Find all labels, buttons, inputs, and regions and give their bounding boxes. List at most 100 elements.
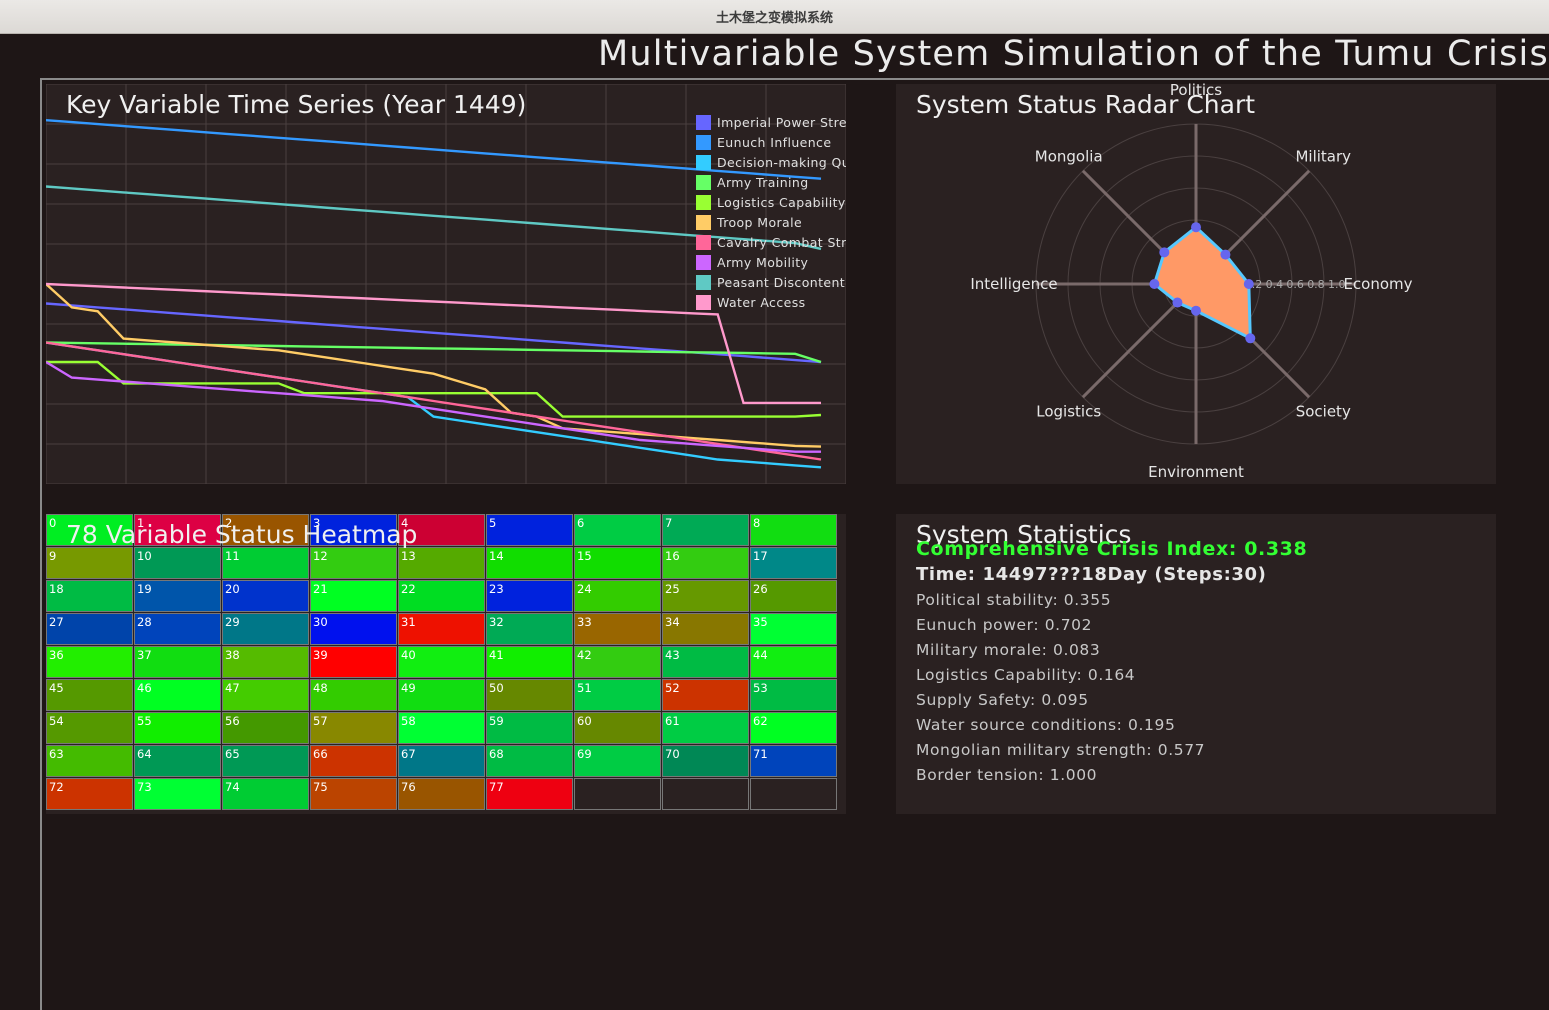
heatmap-cell-label: 58 [401,714,416,728]
heatmap-cell-label: 51 [577,681,592,695]
legend-item: Army Training [696,174,846,194]
heatmap-cell-label: 75 [313,780,328,794]
heatmap-panel: 0 1 2 3 4 5 6 7 8 9 10 11 12 13 14 15 16 17 18 19 20 21 22 23 24… [46,514,846,814]
heatmap-cell-label: 1 [137,516,145,530]
legend-swatch [696,155,711,170]
heatmap-cell-label: 68 [489,747,504,761]
heatmap-cell: 54 [46,712,133,744]
heatmap-cell-label: 33 [577,615,592,629]
stat-supply-safety: Supply Safety: 0.095 [916,691,1089,709]
simulation-time: Time: 14497???18Day (Steps:30) [916,564,1267,585]
heatmap-cell-label: 63 [49,747,64,761]
heatmap-cell: 19 [134,580,221,612]
heatmap-cell-label: 17 [753,549,768,563]
heatmap-cell-label: 15 [577,549,592,563]
heatmap-cell-label: 43 [665,648,680,662]
legend-swatch [696,255,711,270]
heatmap-cell: 39 [310,646,397,678]
heatmap-cell: 45 [46,679,133,711]
radar-axis-label: Military [1295,148,1351,166]
heatmap-cell: 58 [398,712,485,744]
heatmap-cell-label: 46 [137,681,152,695]
heatmap-cell-label: 71 [753,747,768,761]
legend-swatch [696,275,711,290]
heatmap-cell: 62 [750,712,837,744]
heatmap-cell: 35 [750,613,837,645]
heatmap-cell-label: 65 [225,747,240,761]
stat-political-stability: Political stability: 0.355 [916,591,1112,609]
heatmap-cell: 30 [310,613,397,645]
heatmap-cell-label: 3 [313,516,321,530]
heatmap-cell-label: 72 [49,780,64,794]
legend-label: Army Training [717,175,809,190]
heatmap-cell: 24 [574,580,661,612]
radar-title: System Status Radar Chart [916,90,1256,119]
stats-title: System Statistics [916,520,1132,549]
heatmap-cell: 27 [46,613,133,645]
heatmap-cell: 23 [486,580,573,612]
heatmap-cell-label: 55 [137,714,152,728]
heatmap-cell-label: 5 [489,516,497,530]
radar-point [1149,279,1160,289]
heatmap-cell: 13 [398,547,485,579]
heatmap-cell: 47 [222,679,309,711]
heatmap-cell-label: 14 [489,549,504,563]
heatmap-cell-label: 54 [49,714,64,728]
stat-border-tension: Border tension: 1.000 [916,766,1098,784]
heatmap-cell-label: 73 [137,780,152,794]
heatmap-cell: 55 [134,712,221,744]
heatmap-cell-label: 13 [401,549,416,563]
timeseries-chart [46,84,846,484]
heatmap-cell-label: 41 [489,648,504,662]
heatmap-cell: 18 [46,580,133,612]
stat-military-morale: Military morale: 0.083 [916,641,1101,659]
heatmap-cell: 20 [222,580,309,612]
legend-label: Logistics Capability [717,195,846,210]
heatmap-cell: 75 [310,778,397,810]
heatmap-cell: 46 [134,679,221,711]
heatmap-cell: 51 [574,679,661,711]
heatmap-cell: 40 [398,646,485,678]
legend-item: Imperial Power Strength [696,114,846,134]
heatmap-cell: 32 [486,613,573,645]
heatmap-cell-label: 64 [137,747,152,761]
heatmap-empty-cell [574,778,661,810]
heatmap-cell: 28 [134,613,221,645]
heatmap-cell-label: 20 [225,582,240,596]
radar-point [1191,222,1201,233]
heatmap-cell: 53 [750,679,837,711]
heatmap-title: 78 Variable Status Heatmap [66,520,418,549]
heatmap-cell: 65 [222,745,309,777]
heatmap-cell-label: 24 [577,582,592,596]
heatmap-cell-label: 74 [225,780,240,794]
heatmap-cell-label: 40 [401,648,416,662]
legend-item: Logistics Capability [696,194,846,214]
heatmap-cell-label: 7 [665,516,673,530]
heatmap-cell: 14 [486,547,573,579]
heatmap-cell-label: 69 [577,747,592,761]
series-line [46,341,822,461]
heatmap-cell-label: 26 [753,582,768,596]
heatmap-cell-label: 11 [225,549,240,563]
heatmap-cell-label: 22 [401,582,416,596]
heatmap-cell: 60 [574,712,661,744]
heatmap-cell: 71 [750,745,837,777]
timeseries-title: Key Variable Time Series (Year 1449) [66,90,527,119]
timeseries-legend: Imperial Power Strength Eunuch Influence D… [696,114,846,314]
radar-point [1172,297,1183,308]
heatmap-cell-label: 32 [489,615,504,629]
heatmap-cell: 33 [574,613,661,645]
heatmap-cell-label: 53 [753,681,768,695]
heatmap-cell-label: 4 [401,516,409,530]
heatmap-cell-label: 59 [489,714,504,728]
heatmap-cell-label: 0 [49,516,57,530]
radar-axis-label: Society [1296,402,1351,420]
heatmap-cell-label: 67 [401,747,416,761]
heatmap-cell: 4 [398,514,485,546]
legend-swatch [696,235,711,250]
heatmap-cell-label: 42 [577,648,592,662]
heatmap-cell-label: 47 [225,681,240,695]
heatmap-cell: 61 [662,712,749,744]
heatmap-cell: 1 [134,514,221,546]
legend-swatch [696,115,711,130]
